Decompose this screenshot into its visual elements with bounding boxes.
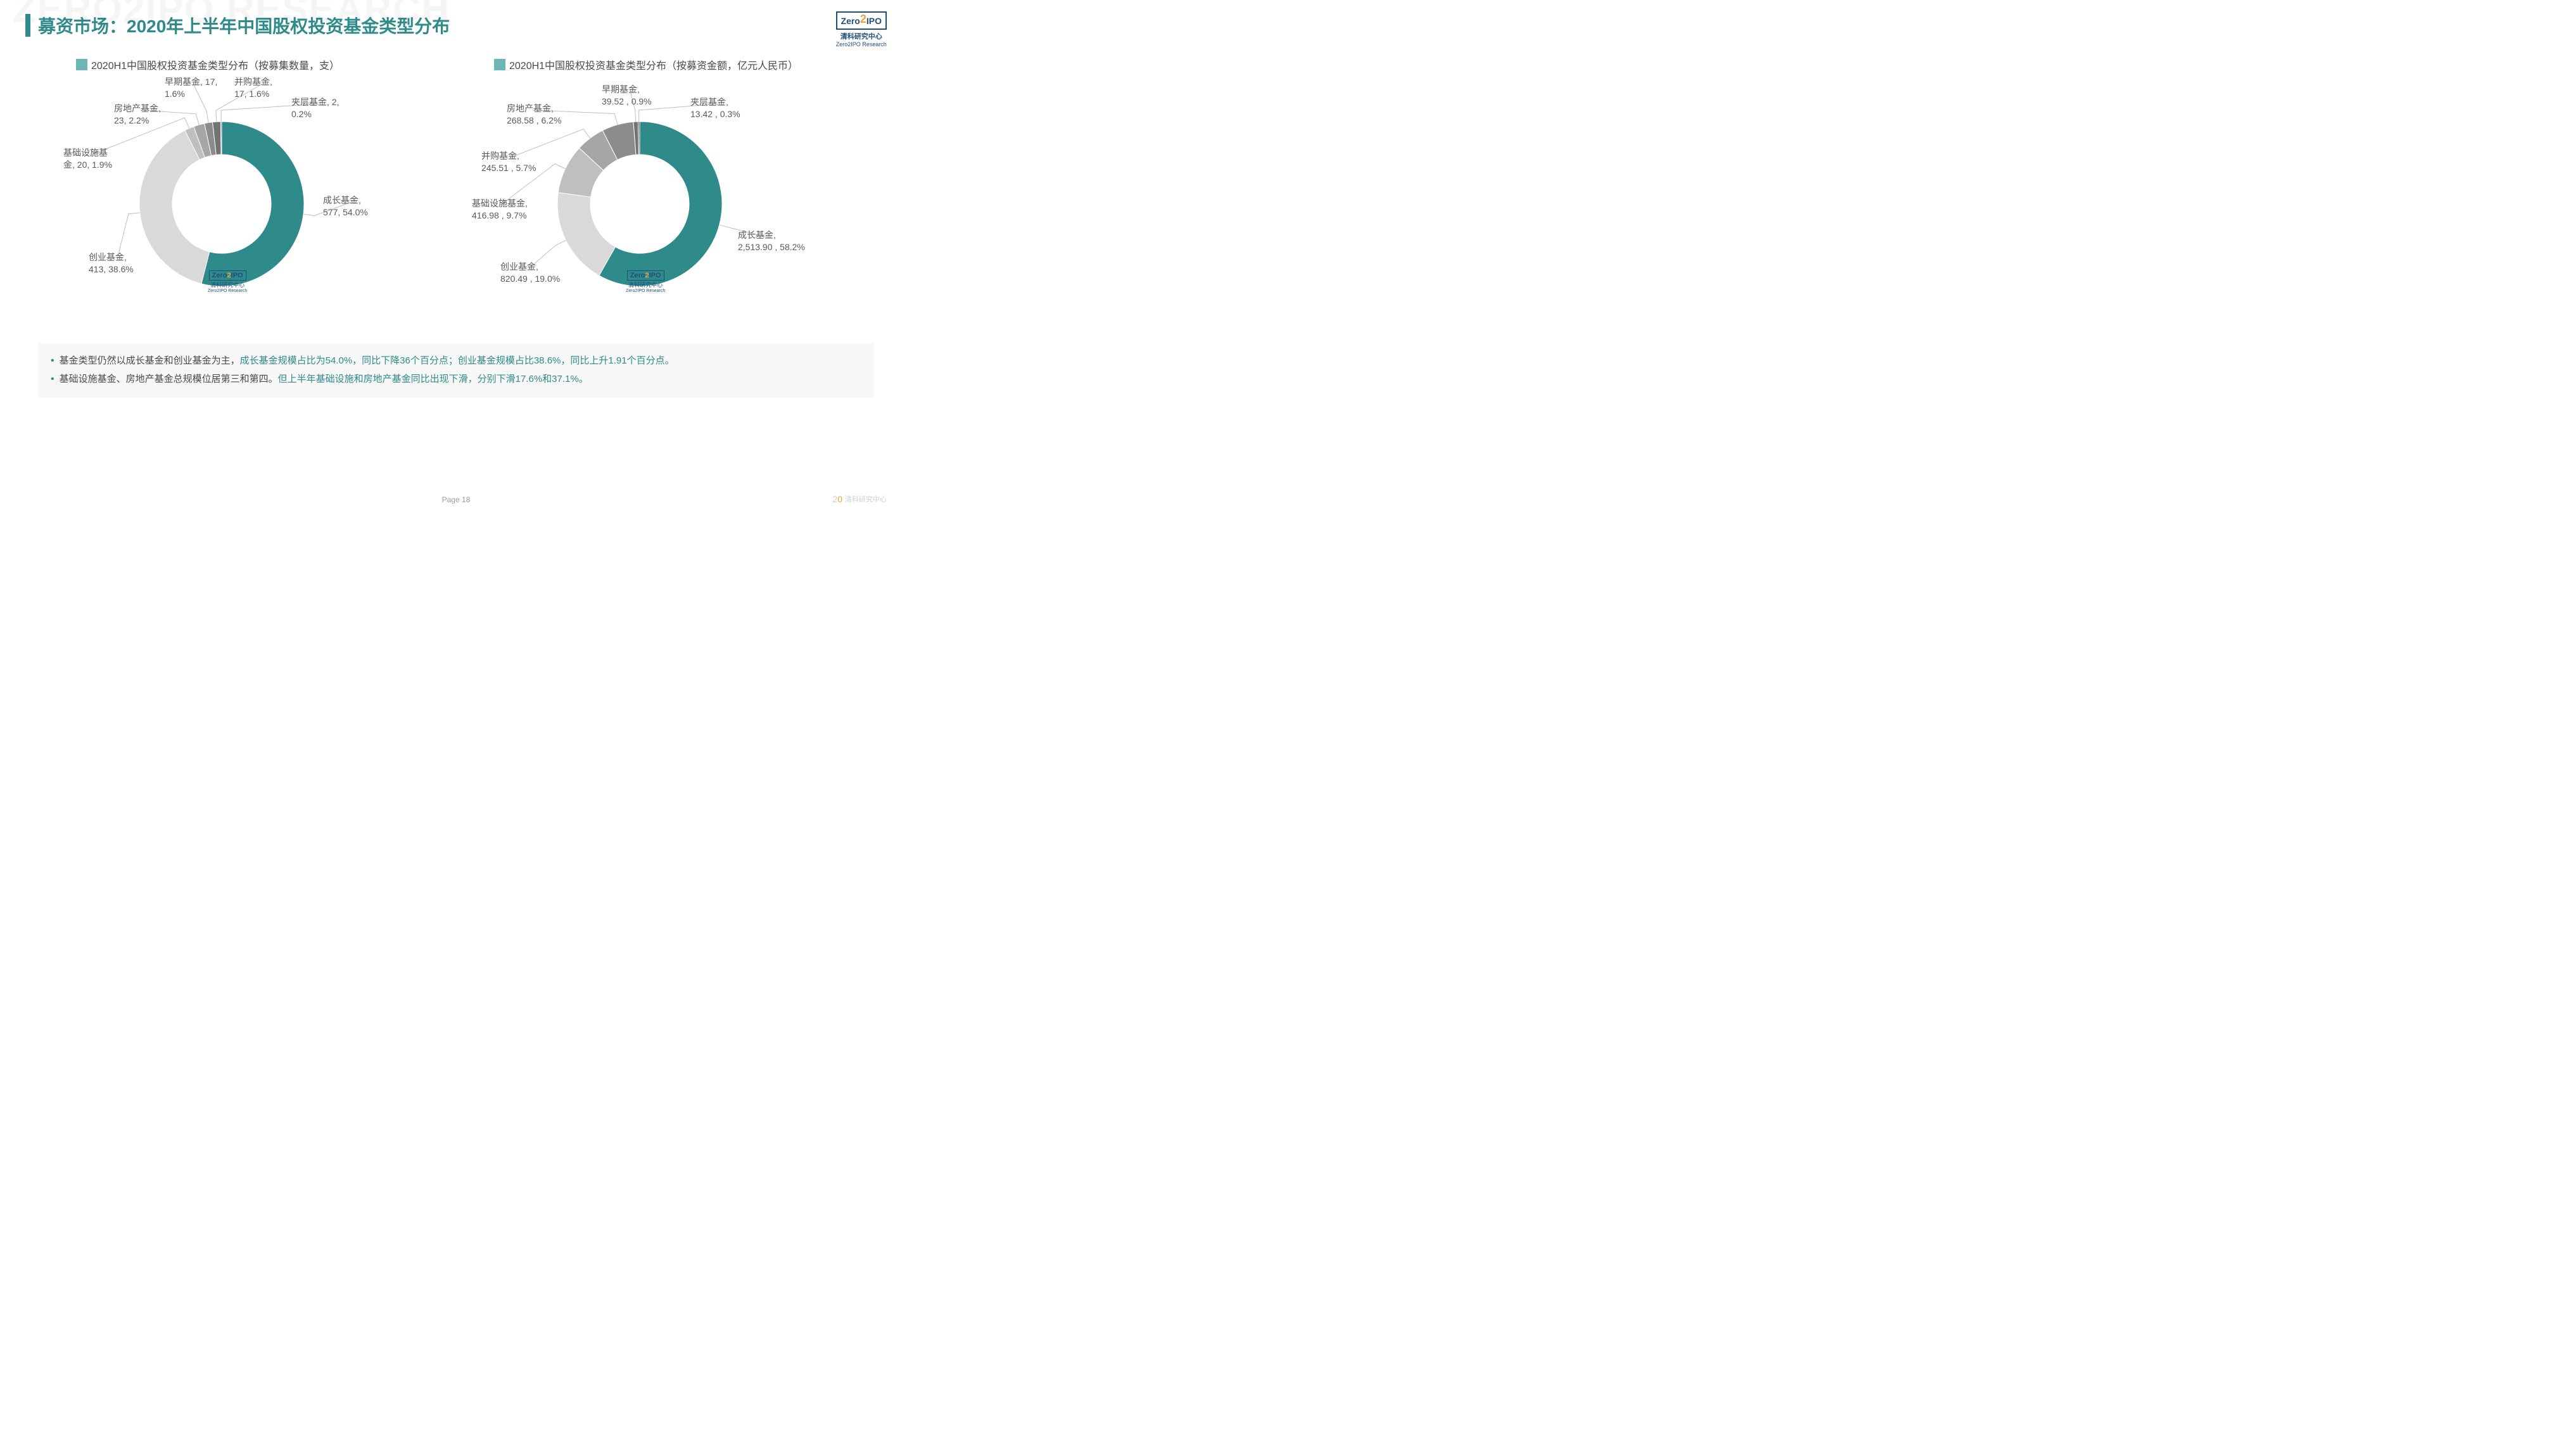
donut-slice	[220, 122, 222, 155]
title-accent-bar	[25, 14, 30, 37]
bullet-2-highlight: 但上半年基础设施和房地产基金同比出现下滑，分别下滑17.6%和37.1%。	[278, 374, 588, 384]
slice-label: 成长基金,577, 54.0%	[323, 194, 368, 218]
slice-label: 早期基金,39.52 , 0.9%	[602, 84, 652, 108]
slice-label: 房地产基金,23, 2.2%	[114, 103, 161, 127]
chart-right: 2020H1中国股权投资基金类型分布（按募资金额，亿元人民币） Zero2IPO…	[469, 57, 861, 331]
slice-label: 早期基金, 17,1.6%	[165, 76, 217, 100]
bullet-1-plain: 基金类型仍然以成长基金和创业基金为主，	[60, 355, 240, 366]
footer-brand: 20 清科研究中心	[832, 494, 887, 504]
chart2-inner-logo: Zero2IPO 清科研究中心 Zero2IPO Research	[626, 270, 665, 293]
slice-label: 创业基金,820.49 , 19.0%	[500, 261, 560, 285]
slice-label: 基础设施基金,416.98 , 9.7%	[472, 198, 528, 222]
slice-label: 夹层基金,13.42 , 0.3%	[690, 96, 740, 120]
summary-box: • 基金类型仍然以成长基金和创业基金为主，成长基金规模占比为54.0%，同比下降…	[38, 343, 874, 398]
chart1-title-wrap: 2020H1中国股权投资基金类型分布（按募集数量，支）	[76, 57, 443, 72]
slice-label: 基础设施基金, 20, 1.9%	[63, 147, 112, 171]
chart-left: 2020H1中国股权投资基金类型分布（按募集数量，支） Zero2IPO 清科研…	[51, 57, 443, 331]
chart1-donut: Zero2IPO 清科研究中心 Zero2IPO Research 成长基金,5…	[51, 77, 405, 331]
bullet-2-plain: 基础设施基金、房地产基金总规模位居第三和第四。	[60, 374, 278, 384]
bullet-1: • 基金类型仍然以成长基金和创业基金为主，成长基金规模占比为54.0%，同比下降…	[51, 352, 861, 370]
charts-row: 2020H1中国股权投资基金类型分布（按募集数量，支） Zero2IPO 清科研…	[0, 44, 912, 337]
slice-label: 房地产基金,268.58 , 6.2%	[507, 103, 561, 127]
page-title: 募资市场：2020年上半年中国股权投资基金类型分布	[38, 13, 450, 38]
header: 募资市场：2020年上半年中国股权投资基金类型分布	[0, 0, 912, 44]
chart2-donut: Zero2IPO 清科研究中心 Zero2IPO Research 成长基金,2…	[469, 77, 823, 331]
footer-page: Page 18	[0, 495, 912, 504]
donut-slice	[638, 122, 640, 155]
bullet-2: • 基础设施基金、房地产基金总规模位居第三和第四。但上半年基础设施和房地产基金同…	[51, 370, 861, 389]
slice-label: 并购基金,245.51 , 5.7%	[481, 150, 536, 174]
chart1-title: 2020H1中国股权投资基金类型分布（按募集数量，支）	[91, 57, 339, 72]
chart1-title-marker	[76, 59, 87, 70]
slice-label: 并购基金,17, 1.6%	[234, 76, 272, 100]
bullet-dot-icon: •	[51, 370, 54, 389]
chart2-title-marker	[494, 59, 505, 70]
bullet-1-highlight: 成长基金规模占比为54.0%，同比下降36个百分点；创业基金规模占比38.6%，…	[240, 355, 675, 366]
slice-label: 创业基金,413, 38.6%	[89, 251, 134, 275]
chart2-title: 2020H1中国股权投资基金类型分布（按募资金额，亿元人民币）	[509, 57, 798, 72]
slice-label: 夹层基金, 2,0.2%	[291, 96, 339, 120]
chart2-title-wrap: 2020H1中国股权投资基金类型分布（按募资金额，亿元人民币）	[494, 57, 861, 72]
chart1-inner-logo: Zero2IPO 清科研究中心 Zero2IPO Research	[208, 270, 247, 293]
slice-label: 成长基金,2,513.90 , 58.2%	[738, 229, 805, 253]
bullet-dot-icon: •	[51, 352, 54, 370]
